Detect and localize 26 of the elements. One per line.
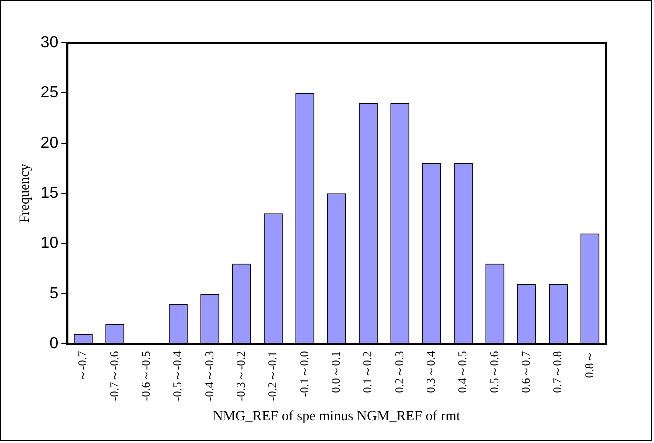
x-tick-label: 0.4～0.5 <box>456 351 470 394</box>
x-tick-label: 0.0～0.1 <box>328 351 343 394</box>
x-tick-label: -0.2～-0.1 <box>266 351 280 402</box>
x-tick-label: 0.6～0.7 <box>518 351 533 394</box>
x-tick-label: -0.6～-0.5 <box>138 351 153 402</box>
x-tick-label: -0.1～0.0 <box>297 351 312 398</box>
y-tick-label: 0 <box>50 336 59 353</box>
x-tick-label: -0.5～-0.4 <box>170 351 185 402</box>
x-tick-label: 0.8～ <box>582 351 596 378</box>
x-tick-label: 0.7～0.8 <box>550 351 565 394</box>
y-tick-label: 25 <box>40 84 59 102</box>
y-axis-title: Frequency <box>18 164 34 224</box>
y-tick-label: 15 <box>40 185 59 202</box>
x-tick-label: ～-0.7 <box>76 351 90 382</box>
x-tick-label: -0.3～-0.2 <box>234 351 248 402</box>
y-tick-label: 20 <box>40 134 59 152</box>
y-tick-label: 30 <box>40 34 59 52</box>
x-tick-label: 0.5～0.6 <box>487 351 502 394</box>
x-tick-label: -0.4～-0.3 <box>202 351 216 402</box>
x-tick-label: 0.1～0.2 <box>360 351 375 394</box>
x-axis-title: NMG_REF of spe minus NGM_REF of rmt <box>213 409 461 424</box>
x-tick-label: 0.2～0.3 <box>392 351 406 394</box>
x-tick-label: 0.3～0.4 <box>424 351 438 394</box>
x-tick-label: -0.7～-0.6 <box>107 351 122 402</box>
y-tick-label: 10 <box>40 235 59 252</box>
y-tick-label: 5 <box>50 285 59 302</box>
